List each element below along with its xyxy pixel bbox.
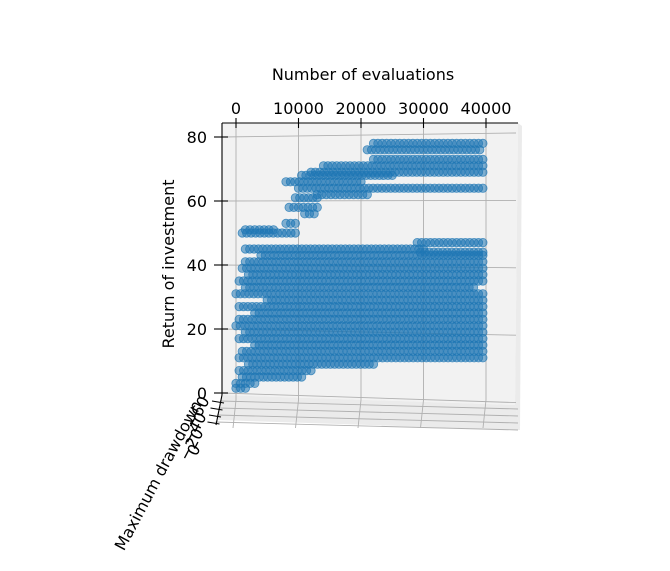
x-tick-label: 0 bbox=[231, 99, 241, 118]
data-points bbox=[231, 138, 488, 393]
y-grid-line bbox=[221, 132, 517, 138]
x-tick-label: 10000 bbox=[273, 99, 324, 118]
z-tick bbox=[210, 407, 223, 411]
data-point bbox=[368, 359, 379, 369]
x-ticks: 0 10000 20000 30000 40000 bbox=[231, 99, 512, 128]
floor-grid-line bbox=[482, 399, 487, 429]
z-grid-line bbox=[219, 400, 519, 410]
x-axis-title: Number of evaluations bbox=[272, 65, 454, 84]
x-tick-label: 20000 bbox=[336, 99, 387, 118]
data-point bbox=[478, 353, 488, 363]
floor-grid-line bbox=[232, 399, 237, 429]
y-ticks: 0 20 40 60 80 bbox=[187, 128, 228, 403]
data-point bbox=[362, 190, 372, 200]
side-pane bbox=[515, 123, 522, 430]
data-point bbox=[387, 170, 397, 180]
data-point bbox=[478, 276, 488, 286]
floor-grid-line bbox=[295, 399, 299, 429]
z-axis-title: Maximum drawdown bbox=[111, 397, 206, 553]
data-point bbox=[309, 209, 319, 219]
z-tick bbox=[208, 414, 222, 418]
y-tick-label: 0 bbox=[197, 384, 207, 403]
x-tick-label: 30000 bbox=[398, 99, 449, 118]
data-point bbox=[478, 183, 488, 193]
data-point bbox=[475, 145, 485, 155]
data-point bbox=[312, 193, 322, 203]
z-grid-line bbox=[216, 414, 519, 424]
z-axis-line bbox=[215, 394, 223, 426]
y-grid-line bbox=[221, 199, 517, 202]
data-point bbox=[250, 378, 260, 388]
data-point bbox=[290, 218, 300, 228]
z-tick bbox=[211, 400, 225, 404]
y-tick-label: 20 bbox=[187, 320, 207, 339]
y-tick-label: 40 bbox=[187, 256, 207, 275]
z-grid-line bbox=[218, 407, 519, 417]
data-point bbox=[478, 238, 488, 248]
data-point bbox=[297, 372, 307, 382]
data-point bbox=[240, 383, 250, 393]
floor-grid-line bbox=[420, 399, 424, 429]
y-tick-label: 60 bbox=[187, 192, 207, 211]
data-point bbox=[306, 365, 316, 376]
data-point bbox=[290, 228, 300, 238]
x-tick-label: 40000 bbox=[461, 99, 512, 118]
data-point bbox=[478, 167, 488, 177]
z-tick bbox=[207, 421, 220, 425]
y-tick-label: 80 bbox=[187, 128, 207, 147]
z-grid-line bbox=[215, 421, 519, 431]
y-axis-title: Return of investment bbox=[159, 179, 178, 348]
y-grid-line bbox=[221, 392, 517, 404]
